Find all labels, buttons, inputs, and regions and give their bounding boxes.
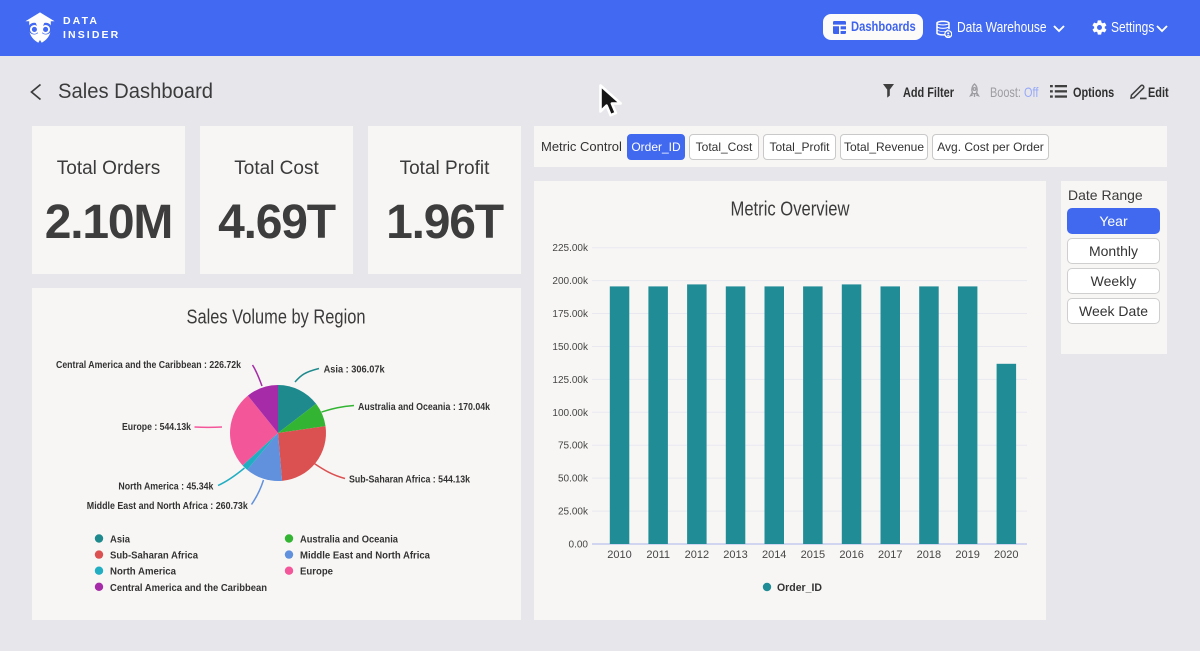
svg-text:2019: 2019	[955, 549, 979, 561]
svg-text:Australia and Oceania : 170.04: Australia and Oceania : 170.04k	[358, 402, 490, 413]
svg-text:2012: 2012	[685, 549, 709, 561]
svg-text:175.00k: 175.00k	[552, 309, 589, 320]
svg-text:Central America and the Caribb: Central America and the Caribbean : 226.…	[56, 360, 241, 371]
svg-text:25.00k: 25.00k	[558, 507, 589, 518]
svg-text:Australia and Oceania: Australia and Oceania	[300, 534, 398, 546]
svg-text:200.00k: 200.00k	[552, 276, 589, 287]
svg-text:225.00k: 225.00k	[552, 243, 589, 254]
svg-text:Metric Overview: Metric Overview	[731, 198, 850, 220]
svg-text:2014: 2014	[762, 549, 786, 561]
svg-text:North America : 45.34k: North America : 45.34k	[118, 481, 213, 492]
svg-text:Order_ID: Order_ID	[777, 582, 822, 594]
svg-text:100.00k: 100.00k	[552, 408, 589, 419]
svg-text:2013: 2013	[723, 549, 747, 561]
svg-text:North America: North America	[110, 566, 176, 578]
svg-text:125.00k: 125.00k	[552, 375, 589, 386]
svg-text:50.00k: 50.00k	[558, 474, 589, 485]
svg-text:2011: 2011	[646, 549, 670, 561]
svg-text:75.00k: 75.00k	[558, 441, 589, 452]
svg-text:Middle East and North Africa: Middle East and North Africa	[300, 550, 430, 562]
svg-text:Asia: Asia	[110, 534, 130, 546]
svg-text:2020: 2020	[994, 549, 1018, 561]
svg-text:Asia : 306.07k: Asia : 306.07k	[324, 365, 385, 376]
svg-text:Europe : 544.13k: Europe : 544.13k	[122, 422, 191, 433]
svg-text:Sub-Saharan Africa: Sub-Saharan Africa	[110, 550, 198, 562]
svg-text:150.00k: 150.00k	[552, 342, 589, 353]
svg-text:2016: 2016	[839, 549, 863, 561]
svg-text:Europe: Europe	[300, 566, 333, 578]
svg-text:2015: 2015	[801, 549, 825, 561]
svg-text:0.00: 0.00	[569, 540, 589, 551]
svg-text:2010: 2010	[607, 549, 631, 561]
svg-text:2018: 2018	[917, 549, 941, 561]
svg-text:Sales Volume by Region: Sales Volume by Region	[187, 307, 366, 329]
svg-text:Central America and the Caribb: Central America and the Caribbean	[110, 582, 267, 594]
svg-text:2017: 2017	[878, 549, 902, 561]
svg-text:Sub-Saharan Africa : 544.13k: Sub-Saharan Africa : 544.13k	[349, 475, 470, 486]
svg-text:Middle East and North Africa :: Middle East and North Africa : 260.73k	[87, 501, 248, 512]
